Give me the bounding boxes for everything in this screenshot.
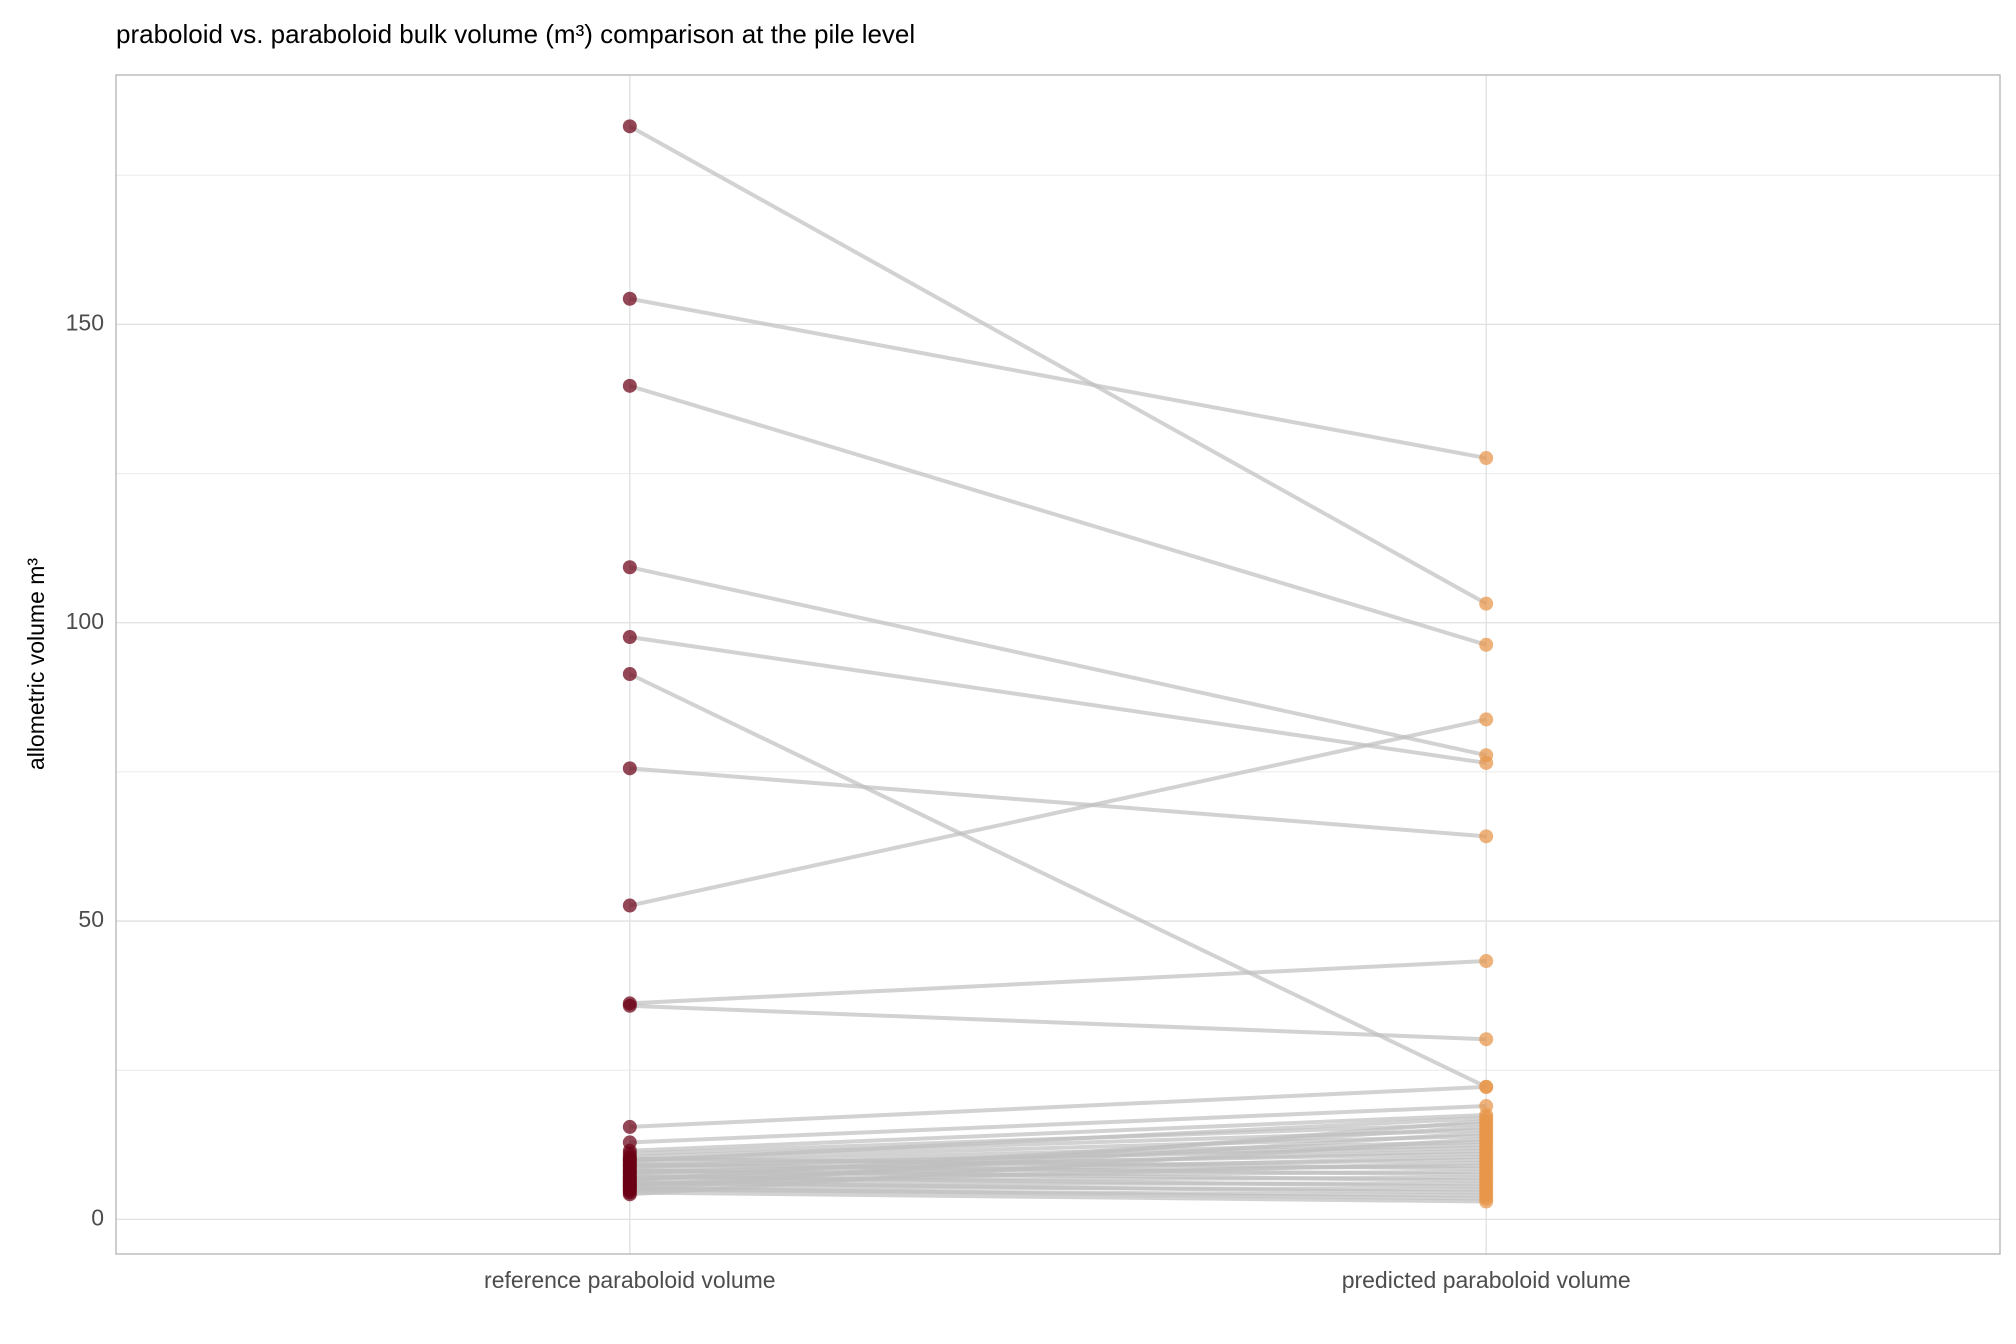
connector — [629, 1186, 1487, 1201]
connector — [629, 1130, 1487, 1188]
connector — [629, 565, 1487, 758]
point — [1479, 1079, 1494, 1094]
y-tick-label: 0 — [91, 1204, 104, 1230]
connector — [629, 1112, 1487, 1153]
point — [1479, 755, 1494, 770]
point — [622, 998, 637, 1013]
point — [622, 560, 637, 575]
point — [622, 761, 637, 776]
panel-border — [115, 74, 2001, 1255]
point — [622, 378, 637, 393]
connector — [629, 635, 1487, 765]
connector — [629, 1124, 1487, 1183]
connector — [629, 1084, 1487, 1129]
point — [622, 119, 637, 134]
point — [1479, 1032, 1494, 1047]
connector — [629, 1115, 1487, 1163]
connector — [629, 766, 1487, 839]
connector — [629, 1136, 1487, 1197]
connector — [628, 124, 1488, 606]
y-tick-label: 150 — [66, 309, 104, 335]
point — [1479, 637, 1494, 652]
chart-title: praboloid vs. paraboloid bulk volume (m³… — [116, 19, 915, 49]
y-tick-label: 50 — [78, 906, 104, 932]
point — [622, 1173, 637, 1188]
connector — [629, 1104, 1487, 1145]
point — [1479, 829, 1494, 844]
point — [1479, 1107, 1494, 1122]
x-tick-label: reference paraboloid volume — [484, 1267, 776, 1293]
point — [1479, 712, 1494, 727]
point — [1479, 954, 1494, 969]
connector — [629, 383, 1487, 647]
connector — [629, 1160, 1487, 1187]
point — [622, 1153, 637, 1168]
point — [622, 1119, 637, 1134]
point — [622, 898, 637, 913]
connector — [628, 672, 1488, 1089]
x-tick-label: predicted paraboloid volume — [1342, 1267, 1631, 1293]
y-tick-label: 100 — [66, 608, 104, 634]
point — [622, 630, 637, 645]
connector — [629, 296, 1487, 461]
point — [622, 1143, 637, 1158]
connector — [629, 717, 1487, 908]
point — [622, 291, 637, 306]
connector — [629, 959, 1487, 1006]
point — [1479, 596, 1494, 611]
connector — [629, 1190, 1487, 1204]
connector — [629, 1003, 1487, 1042]
point — [1479, 451, 1494, 466]
point — [622, 667, 637, 682]
y-axis-title: allometric volume m³ — [23, 558, 49, 770]
